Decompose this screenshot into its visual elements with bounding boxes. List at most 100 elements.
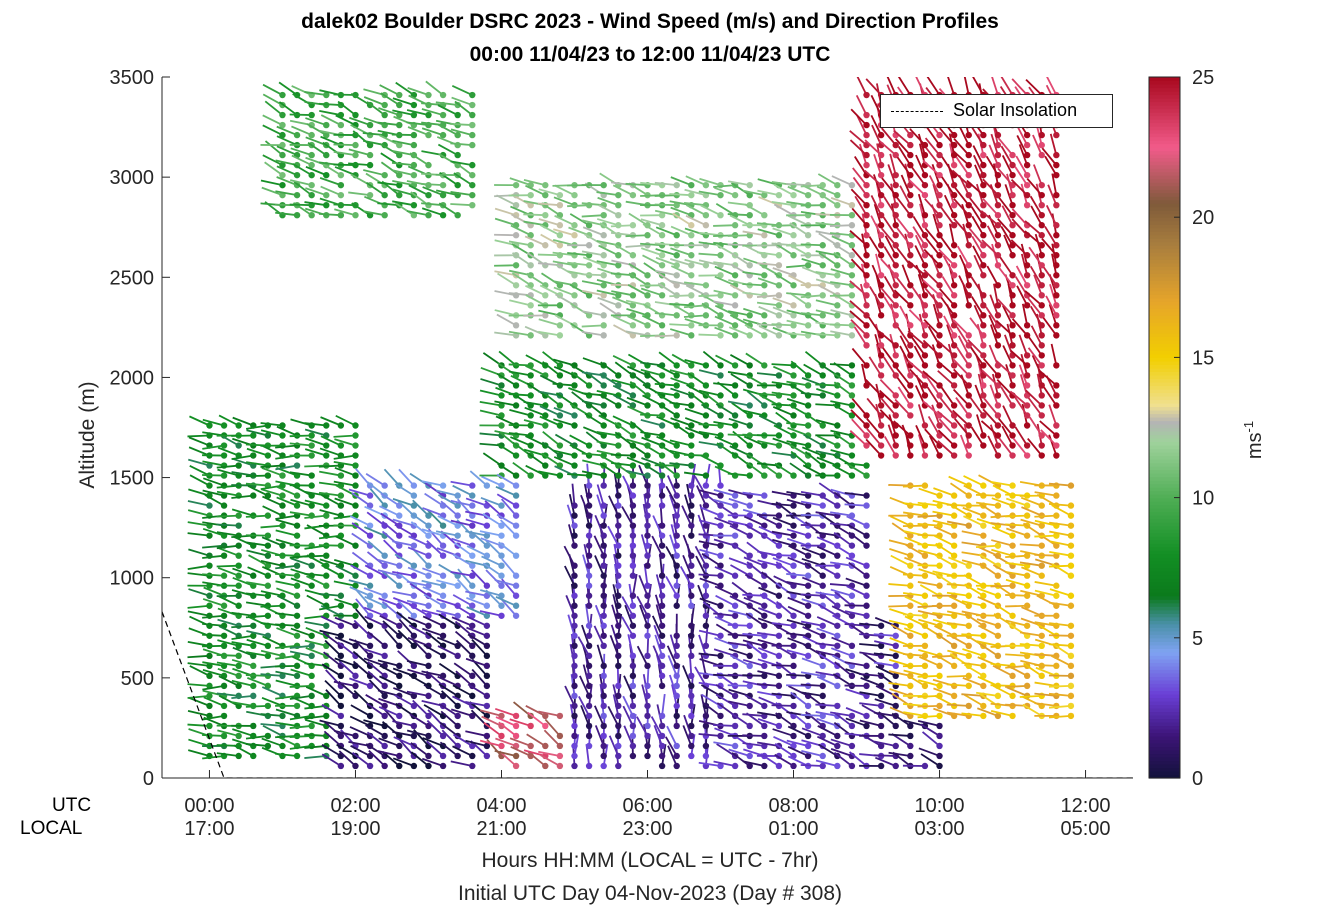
wind-barb-shaft <box>845 717 867 727</box>
wind-barb-point <box>848 272 856 279</box>
wind-barb-point <box>483 642 491 650</box>
wind-barb-shaft <box>453 662 473 677</box>
wind-barb-shaft <box>636 595 649 617</box>
wind-barb-point <box>658 592 666 599</box>
wind-barb-point <box>921 312 929 319</box>
wind-barb-shaft <box>672 212 692 226</box>
wind-barb-point <box>556 422 564 429</box>
wind-barb-shaft <box>538 330 561 337</box>
wind-barb-point <box>907 151 914 159</box>
wind-barb-point <box>658 222 666 229</box>
wind-barb-shaft <box>306 123 327 136</box>
wind-barb-shaft <box>321 162 342 176</box>
wind-barb-point <box>717 732 724 740</box>
wind-barb-shaft <box>774 643 794 657</box>
wind-barb-point <box>439 742 447 750</box>
wind-barb-point <box>965 392 972 399</box>
wind-barb-shaft <box>425 631 444 647</box>
wind-barb-point <box>615 752 622 760</box>
wind-barb-point <box>688 432 695 439</box>
wind-barb-point <box>907 622 914 629</box>
wind-barb-point <box>907 632 914 639</box>
wind-barb-point <box>615 472 622 479</box>
wind-barb-shaft <box>976 183 985 206</box>
wind-barb-shaft <box>422 186 444 197</box>
wind-barb-shaft <box>466 626 488 637</box>
wind-barb-shaft <box>893 420 911 437</box>
wind-barb-shaft <box>815 511 838 517</box>
wind-barb-shaft <box>597 196 619 207</box>
wind-barb-shaft <box>469 701 488 717</box>
wind-barb-shaft <box>379 84 400 96</box>
wind-barb-shaft <box>774 753 794 767</box>
wind-barb-point <box>483 732 491 740</box>
wind-barb-shaft <box>696 485 707 506</box>
wind-barb-shaft <box>348 488 371 497</box>
wind-barb-shaft <box>275 708 298 717</box>
wind-barb-shaft <box>451 96 473 106</box>
wind-barb-point <box>264 512 272 519</box>
wind-barb-point <box>702 482 710 489</box>
wind-barb-point <box>761 622 768 629</box>
wind-barb-point <box>980 602 987 609</box>
wind-barb-shaft <box>393 687 415 697</box>
wind-barb-shaft <box>264 100 284 116</box>
wind-barb-point <box>936 352 943 359</box>
wind-barb-point <box>425 732 432 740</box>
wind-barb-point <box>615 262 622 269</box>
wind-barb-shaft <box>670 176 692 186</box>
wind-barb-shaft <box>231 624 254 629</box>
wind-barb-shaft <box>187 564 210 571</box>
wind-barb-point <box>410 632 418 639</box>
wind-barb-point <box>950 272 958 279</box>
wind-barb-shaft <box>884 235 897 256</box>
wind-barb-shaft <box>275 444 298 449</box>
wind-barb-point <box>731 612 739 619</box>
wind-barb-shaft <box>609 634 620 657</box>
wind-barb-shaft <box>216 544 239 550</box>
wind-barb-shaft <box>804 412 824 427</box>
wind-barb-point <box>293 191 301 199</box>
wind-barb-point <box>600 712 607 720</box>
wind-barb-shaft <box>304 715 327 720</box>
wind-barb-shaft <box>728 326 751 337</box>
wind-barb-point <box>483 682 491 690</box>
wind-barb-shaft <box>338 750 357 767</box>
wind-barb-point <box>279 542 286 549</box>
wind-barb-shaft <box>868 286 882 306</box>
wind-barb-shaft <box>979 502 999 517</box>
wind-barb-shaft <box>948 556 970 567</box>
wind-barb-shaft <box>932 618 955 627</box>
wind-barb-shaft <box>899 305 912 326</box>
wind-barb-point <box>279 131 286 139</box>
wind-barb-shaft <box>937 340 955 357</box>
wind-barb-shaft <box>453 603 473 617</box>
wind-barb-point <box>352 161 359 169</box>
wind-barb-shaft <box>698 519 721 527</box>
wind-barb-shaft <box>508 432 531 437</box>
wind-barb-point <box>469 141 476 149</box>
wind-barb-shaft <box>686 384 707 397</box>
wind-barb-shaft <box>896 227 912 246</box>
wind-barb-shaft <box>800 500 823 507</box>
wind-barb-point <box>819 372 826 379</box>
wind-barb-shaft <box>323 720 342 737</box>
wind-barb-point <box>410 732 418 740</box>
wind-barb-point <box>571 752 578 760</box>
wind-barb-point <box>1009 422 1016 429</box>
wind-barb-point <box>702 502 710 509</box>
wind-barb-shaft <box>774 242 794 257</box>
wind-barb-shaft <box>786 309 809 317</box>
wind-barb-point <box>863 532 870 539</box>
wind-barb-shaft <box>260 723 283 727</box>
wind-barb-shaft <box>334 497 356 507</box>
wind-barb-shaft <box>539 284 561 297</box>
wind-barb-point <box>804 232 812 239</box>
wind-barb-point <box>950 362 958 369</box>
wind-barb-shaft <box>612 315 634 327</box>
wind-barb-shaft <box>437 123 459 136</box>
wind-barb-shaft <box>819 591 838 607</box>
wind-barb-shaft <box>406 121 429 126</box>
wind-barb-shaft <box>654 594 663 617</box>
wind-barb-shaft <box>933 707 955 717</box>
